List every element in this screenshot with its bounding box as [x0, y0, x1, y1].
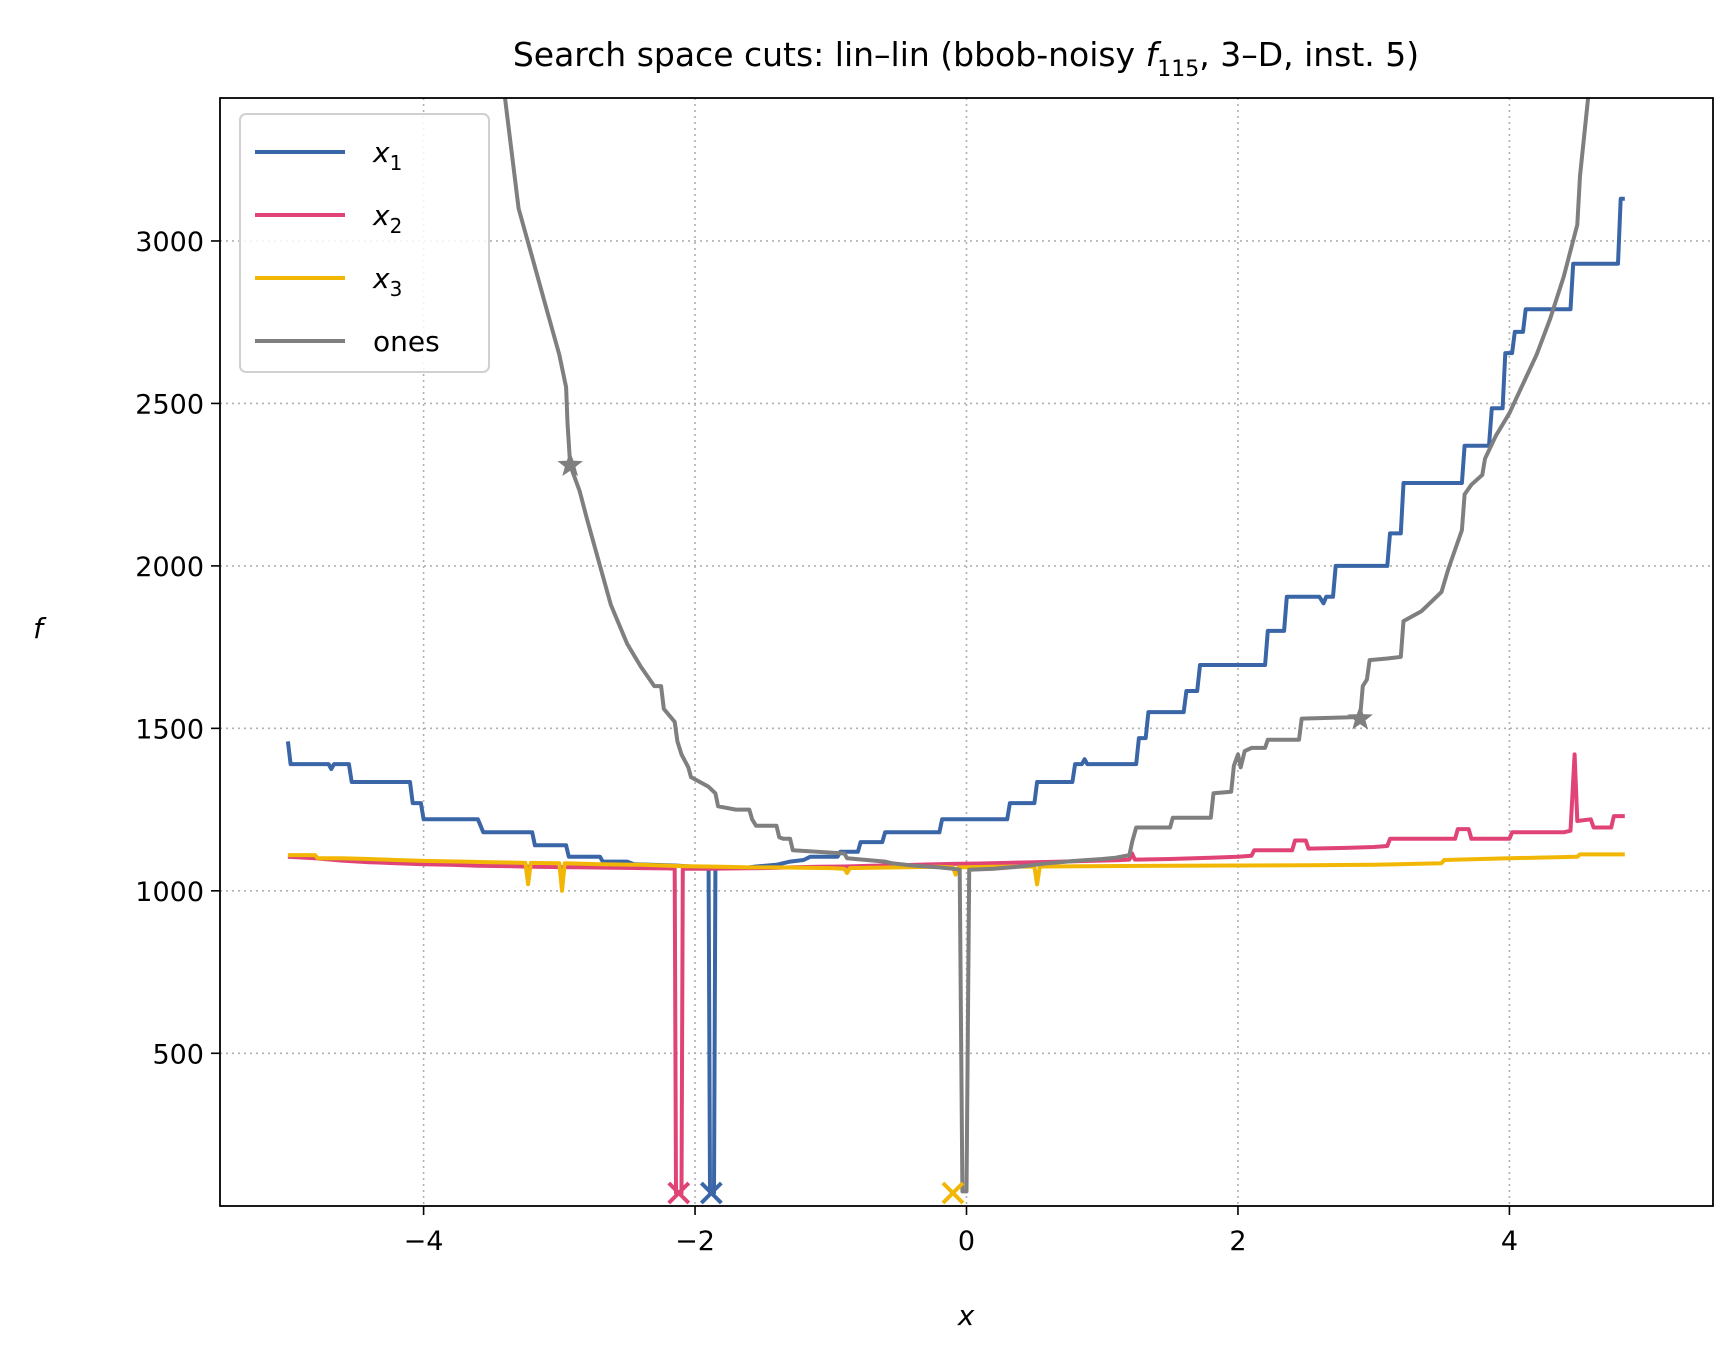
legend-entry-label: x1 [372, 136, 402, 175]
legend: x1 x2 x3 ones [239, 113, 490, 373]
optimum-marker-x3 [941, 1181, 965, 1205]
legend-entry-label: ones [373, 325, 440, 358]
y-tick-label: 500 [152, 1039, 204, 1070]
star-marker [557, 451, 583, 477]
x-tick-label: −2 [675, 1226, 715, 1257]
y-tick-label: 2500 [135, 389, 204, 420]
legend-box [239, 113, 490, 373]
series-line-x3 [287, 852, 1625, 893]
x-tick-label: −4 [404, 1226, 444, 1257]
x-tick-label: 4 [1501, 1226, 1518, 1257]
legend-entry-label: x3 [372, 262, 402, 301]
y-tick-label: 1000 [135, 877, 204, 908]
plot-series [285, 98, 1625, 1195]
x-axis-label: x [957, 1299, 975, 1332]
star-marker [1347, 705, 1373, 730]
x-tick-label: 0 [958, 1226, 975, 1257]
y-tick-label: 2000 [135, 552, 204, 583]
plot-markers [557, 451, 1373, 1205]
y-tick-label: 3000 [135, 227, 204, 258]
optimum-marker-x2 [667, 1181, 691, 1205]
optimum-marker-x1 [699, 1181, 723, 1205]
legend-entry-label: x2 [372, 199, 402, 238]
y-tick-label: 1500 [135, 714, 204, 745]
series-line-ones [503, 98, 1591, 1194]
grid-lines [220, 98, 1713, 1206]
axis-ticks: −4 −2 0 2 4 500 1000 1500 2000 2500 3000 [135, 227, 1518, 1257]
chart-title: Search space cuts: lin–lin (bbob-noisy f… [513, 35, 1419, 82]
x-tick-label: 2 [1229, 1226, 1246, 1257]
series-line-x1 [285, 196, 1625, 1195]
